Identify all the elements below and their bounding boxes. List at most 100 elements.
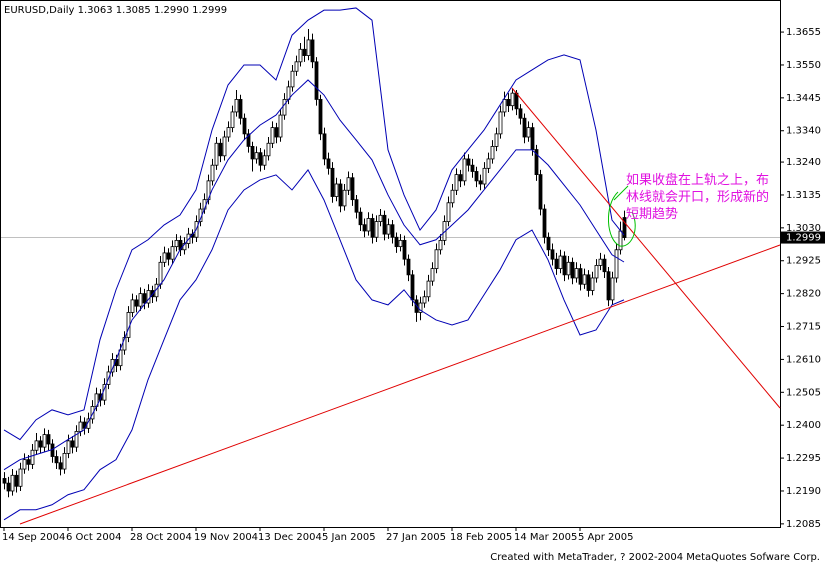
candle-body [490, 146, 495, 160]
candle-body [278, 114, 283, 138]
candle-body [362, 224, 367, 232]
candle-body [482, 167, 487, 185]
y-tick-label: 1.3550 [786, 60, 821, 71]
candle-body [130, 299, 135, 313]
y-tick-label: 1.2820 [786, 289, 821, 300]
candle-body [394, 236, 399, 248]
candle-body [350, 177, 355, 201]
candle-body [426, 280, 431, 298]
support-trendline [19, 244, 781, 525]
y-tick-label: 1.3030 [786, 223, 821, 234]
candle-body [2, 478, 7, 484]
x-tick-label: 28 Oct 2004 [130, 532, 192, 543]
candle-body [610, 277, 615, 301]
candle-body [450, 189, 455, 204]
candle-body [550, 249, 555, 260]
candle-body [298, 48, 303, 63]
candle-body [334, 183, 339, 197]
plot-frame [0, 0, 781, 528]
candle-body [430, 268, 435, 282]
candle-body [166, 252, 171, 260]
x-tick-label: 18 Feb 2005 [450, 532, 512, 543]
candle-body [346, 177, 351, 191]
candle-body [418, 302, 423, 313]
candle-body [562, 255, 567, 276]
annotation-line: 林线就会开口，形成新的 [626, 189, 769, 205]
candle-body [58, 462, 63, 470]
y-tick-label: 1.2085 [786, 519, 821, 530]
candle-body [406, 258, 411, 276]
candle-body [222, 136, 227, 157]
y-tick-label: 1.3135 [786, 190, 821, 201]
candle-body [466, 158, 471, 166]
candle-body [578, 268, 583, 285]
candle-body [274, 127, 279, 138]
candle-body [358, 211, 363, 226]
candle-body [210, 164, 215, 182]
candle-body [282, 99, 287, 116]
candle-body [326, 158, 331, 169]
candle-body [62, 452, 67, 470]
candle-body [170, 246, 175, 260]
candle-body [422, 296, 427, 304]
candle-body [54, 456, 59, 464]
band-line [3, 168, 625, 521]
band-line [3, 7, 625, 441]
candle-body [34, 440, 39, 451]
candle-body [554, 258, 559, 269]
highlight-pointer [613, 185, 629, 201]
y-tick-label: 1.2610 [786, 354, 821, 365]
candle-body [230, 111, 235, 129]
y-tick-label: 1.2715 [786, 322, 821, 333]
candle-body [506, 99, 511, 107]
candle-body [118, 349, 123, 367]
candle-body [290, 70, 295, 88]
candle-body [30, 449, 35, 465]
candle-body [574, 268, 579, 279]
x-tick-label: 14 Sep 2004 [2, 532, 65, 543]
candle-body [366, 218, 371, 232]
candle-body [42, 434, 47, 448]
candle-body [470, 164, 475, 172]
candle-body [10, 474, 15, 492]
candle-body [134, 299, 139, 307]
candle-body [258, 152, 263, 166]
candle-body [602, 258, 607, 273]
candle-body [526, 127, 531, 138]
candle-body [618, 230, 623, 251]
candle-body [594, 265, 599, 279]
candle-body [314, 61, 319, 100]
candle-body [410, 274, 415, 301]
candle-body [38, 440, 43, 448]
candle-body [354, 199, 359, 213]
candle-body [266, 142, 271, 157]
candle-body [458, 174, 463, 182]
candle-body [522, 117, 527, 138]
candle-body [238, 99, 243, 119]
candle-body [538, 174, 543, 210]
x-tick-label: 27 Jan 2005 [386, 532, 446, 543]
candle-body [494, 133, 499, 147]
resistance-trendline [511, 87, 781, 409]
candle-body [242, 117, 247, 135]
candle-body [598, 258, 603, 266]
candle-body [330, 167, 335, 197]
y-tick-label: 1.3340 [786, 126, 821, 137]
annotation-line: 短期趋势 [626, 206, 678, 222]
candle-body [378, 214, 383, 222]
candle-body [262, 155, 267, 166]
candle-body [518, 108, 523, 119]
candle-body [374, 221, 379, 238]
candle-body [66, 440, 71, 454]
candle-body [402, 239, 407, 260]
y-tick-label: 1.3240 [786, 157, 821, 168]
candle-body [254, 152, 259, 160]
band-line [3, 79, 625, 471]
y-tick-label: 1.2505 [786, 387, 821, 398]
y-tick-label: 1.2400 [786, 420, 821, 431]
candle-body [566, 261, 571, 276]
candle-body [234, 99, 239, 113]
candle-body [614, 249, 619, 279]
annotation-line: 如果收盘在上轨之上，布 [626, 172, 769, 188]
candle-body [338, 183, 343, 207]
